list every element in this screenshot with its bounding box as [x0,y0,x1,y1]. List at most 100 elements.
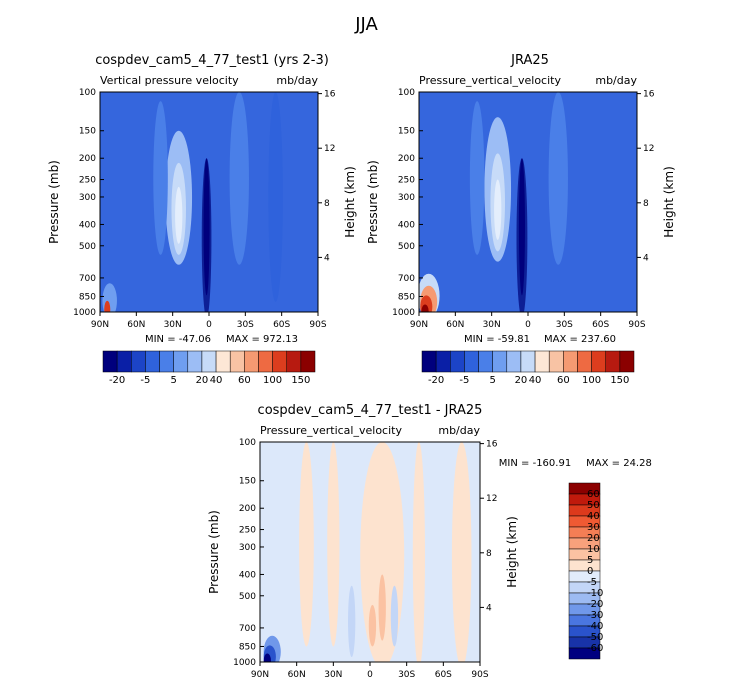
colorbar-label: -40 [587,621,603,632]
y-tick-label: 700 [239,624,256,634]
colorbar-label: 5 [170,375,176,386]
colorbar-label: 20 [587,533,600,544]
y-tick-label: 150 [398,127,415,137]
height-tick-label: 4 [324,253,330,263]
contour-cell [368,604,377,647]
y-tick-label: 200 [398,154,415,164]
x-tick-label: 0 [206,320,212,330]
colorbar-label: -50 [587,632,603,643]
contour-cell [421,304,429,312]
y-axis-title: Pressure (mb) [207,510,221,594]
panel-units: mb/day [276,74,318,87]
y-tick-label: 100 [79,88,96,98]
page-title: JJA [355,14,378,35]
colorbar-label: 5 [587,555,593,566]
contour-band [451,442,472,662]
field-background [419,92,637,312]
colorbar-label: 5 [489,375,495,386]
x-tick-label: 90N [91,320,109,330]
height-tick-label: 16 [643,90,655,100]
contour-cell [153,101,168,255]
contour-cell [378,574,386,641]
colorbar-label: 150 [291,375,310,386]
contour-band [299,442,314,647]
colorbar-label: 40 [210,375,223,386]
x-tick-label: 60S [435,670,452,680]
colorbar-swatch [619,350,635,373]
contour-cell [229,92,249,265]
contour-cell [469,101,485,255]
y-tick-label: 500 [79,242,96,252]
y-tick-label: 300 [398,193,415,203]
colorbar-label: 30 [587,522,600,533]
x-tick-label: 30S [398,670,415,680]
x-tick-label: 60S [273,320,290,330]
colorbar-label: -20 [109,375,125,386]
colorbar-label: -5 [459,375,469,386]
height-tick-label: 4 [486,603,492,613]
colorbar-label: 150 [610,375,629,386]
contour-band [327,442,340,647]
x-tick-label: 60S [592,320,609,330]
contour-cell [175,186,183,244]
colorbar-swatch [568,647,601,660]
height-tick-label: 12 [324,144,335,154]
height-axis-title: Height (km) [662,166,676,237]
x-tick-label: 90N [410,320,428,330]
panel-subtitle: Pressure_vertical_velocity [419,74,561,87]
max-label: MAX = 972.13 [226,334,298,345]
height-tick-label: 16 [324,90,336,100]
y-tick-label: 200 [239,504,256,514]
x-tick-label: 0 [367,670,373,680]
panel-units: mb/day [438,424,480,437]
x-tick-label: 30N [164,320,182,330]
colorbar-label: -60 [587,643,603,654]
y-tick-label: 100 [398,88,415,98]
colorbar-label: 100 [263,375,282,386]
height-axis-title: Height (km) [343,166,357,237]
colorbar-label: -5 [140,375,150,386]
min-label: MIN = -47.06 [145,334,211,345]
y-tick-label: 850 [239,642,256,652]
panel-units: mb/day [595,74,637,87]
y-tick-label: 400 [239,570,256,580]
y-axis-title: Pressure (mb) [366,160,380,244]
contour-cell [518,158,525,296]
x-tick-label: 60N [288,670,306,680]
height-tick-label: 8 [324,199,330,209]
height-axis-title: Height (km) [505,516,519,587]
y-axis-title: Pressure (mb) [47,160,61,244]
x-tick-label: 30N [483,320,501,330]
colorbar-label: 0 [587,566,593,577]
y-tick-label: 400 [398,220,415,230]
colorbar-label: -20 [428,375,444,386]
x-tick-label: 30S [237,320,254,330]
colorbar-label: 60 [587,489,600,500]
contour-field [419,92,568,312]
x-tick-label: 30N [324,670,342,680]
y-tick-label: 700 [398,274,415,284]
x-tick-label: 60N [127,320,145,330]
contour-field [263,442,472,662]
contour-cell [390,585,399,647]
y-tick-label: 1000 [73,308,96,318]
min-label: MIN = -59.81 [464,334,530,345]
contour-band [412,442,425,662]
y-tick-label: 300 [79,193,96,203]
contour-cell [268,92,283,302]
height-tick-label: 4 [643,253,649,263]
y-tick-label: 300 [239,543,256,553]
y-tick-label: 500 [398,242,415,252]
colorbar-label: 60 [557,375,570,386]
y-tick-label: 1000 [392,308,415,318]
colorbar-label: 10 [587,544,600,555]
contour-cell [494,179,502,240]
x-tick-label: 90S [628,320,645,330]
panel-subtitle: Vertical pressure velocity [100,74,239,87]
colorbar-label: -30 [587,610,603,621]
panel-title: cospdev_cam5_4_77_test1 (yrs 2-3) [95,53,329,68]
max-label: MAX = 237.60 [544,334,616,345]
y-tick-label: 150 [79,127,96,137]
